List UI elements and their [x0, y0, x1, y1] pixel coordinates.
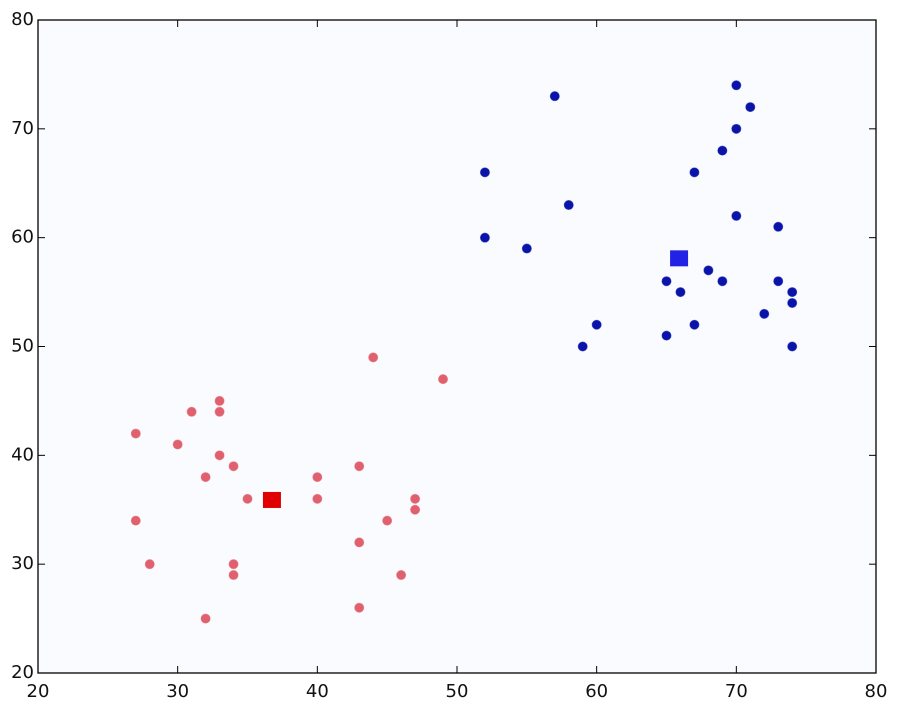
- point: [563, 200, 574, 211]
- point: [410, 493, 421, 504]
- point: [144, 559, 155, 570]
- plot-area: [37, 19, 877, 674]
- point: [759, 308, 770, 319]
- point: [731, 123, 742, 134]
- centroid: [262, 491, 281, 508]
- point: [130, 428, 141, 439]
- point: [787, 341, 798, 352]
- point: [410, 504, 421, 515]
- point: [717, 276, 728, 287]
- point: [521, 243, 532, 254]
- y-tick-label: 60: [11, 227, 34, 248]
- point: [479, 167, 490, 178]
- point: [200, 472, 211, 483]
- point: [228, 461, 239, 472]
- x-tick-label: 60: [585, 681, 608, 702]
- point: [731, 210, 742, 221]
- point: [396, 570, 407, 581]
- point: [787, 297, 798, 308]
- point: [228, 570, 239, 581]
- point: [438, 374, 449, 385]
- point: [354, 537, 365, 548]
- point: [214, 395, 225, 406]
- y-tick-label: 40: [11, 444, 34, 465]
- point: [130, 515, 141, 526]
- point: [549, 91, 560, 102]
- point: [382, 515, 393, 526]
- point: [368, 352, 379, 363]
- point: [591, 319, 602, 330]
- point: [228, 559, 239, 570]
- x-tick-label: 70: [725, 681, 748, 702]
- point: [703, 265, 714, 276]
- point: [787, 287, 798, 298]
- point: [312, 493, 323, 504]
- y-tick-label: 50: [11, 336, 34, 357]
- y-tick-label: 20: [11, 662, 34, 683]
- point: [354, 602, 365, 613]
- x-tick-label: 50: [446, 681, 469, 702]
- point: [242, 493, 253, 504]
- point: [354, 461, 365, 472]
- x-tick-label: 30: [166, 681, 189, 702]
- point: [661, 330, 672, 341]
- point: [689, 167, 700, 178]
- x-tick-label: 20: [27, 681, 50, 702]
- point: [200, 613, 211, 624]
- point: [731, 80, 742, 91]
- point: [717, 145, 728, 156]
- point: [577, 341, 588, 352]
- point: [745, 102, 756, 113]
- y-tick-label: 80: [11, 9, 34, 30]
- point: [773, 276, 784, 287]
- point: [172, 439, 183, 450]
- point: [214, 406, 225, 417]
- point: [186, 406, 197, 417]
- point: [214, 450, 225, 461]
- x-tick-label: 40: [306, 681, 329, 702]
- point: [312, 472, 323, 483]
- point: [689, 319, 700, 330]
- y-tick-label: 70: [11, 118, 34, 139]
- centroid: [670, 250, 689, 267]
- point: [661, 276, 672, 287]
- point: [773, 221, 784, 232]
- point: [675, 287, 686, 298]
- x-tick-label: 80: [865, 681, 888, 702]
- point: [479, 232, 490, 243]
- y-tick-label: 30: [11, 553, 34, 574]
